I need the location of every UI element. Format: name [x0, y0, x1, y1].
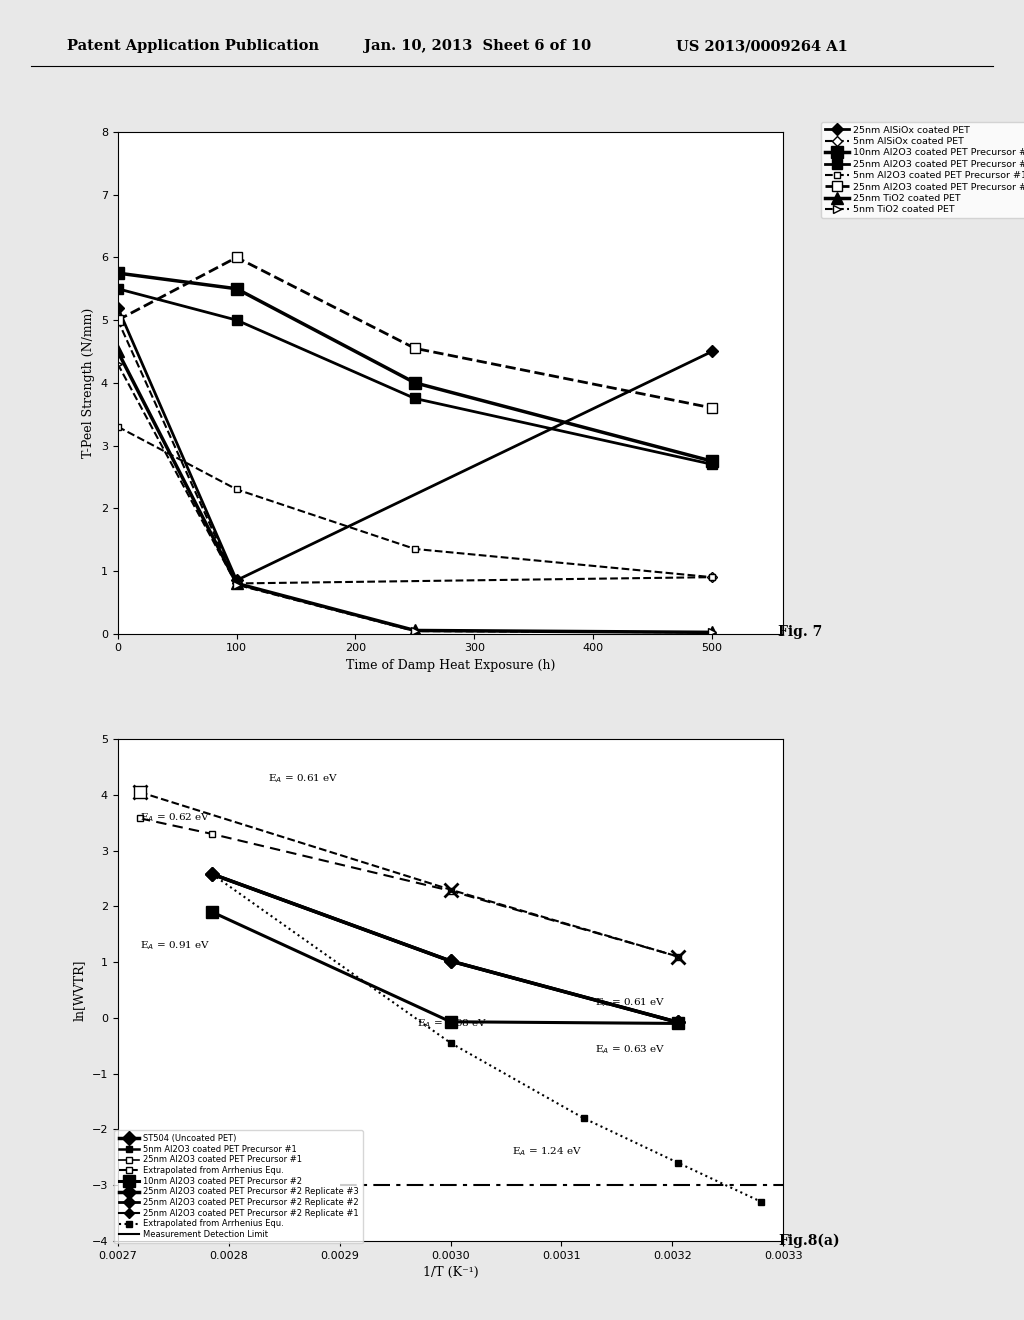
Measurement Detection Limit — [334, 1177, 346, 1193]
Line: 25nm Al2O3 coated PET Precursor #1: 25nm Al2O3 coated PET Precursor #1 — [113, 252, 717, 413]
Line: 25nm TiO2 coated PET: 25nm TiO2 coated PET — [113, 346, 718, 638]
25nm Al2O3 coated PET Precursor #1 — [444, 953, 457, 969]
Extrapolated from Arrhenius Equ. (P2) — [755, 1193, 767, 1209]
25nm Al2O3 coated PET Precursor #2 Replicate #1 — [672, 1014, 684, 1030]
Text: Fig. 7: Fig. 7 — [778, 626, 822, 639]
Extrapolated from Arrhenius Equ. (P2) — [672, 1155, 684, 1171]
Extrapolated from Arrhenius Equ. (P2) — [444, 1035, 457, 1051]
Line: 5nm Al2O3 coated PET Precursor #1: 5nm Al2O3 coated PET Precursor #1 — [209, 871, 681, 1026]
25nm Al2O3 coated PET Precursor #2 Replicate #3 — [672, 1014, 684, 1030]
25nm TiO2 coated PET — [230, 576, 243, 591]
Extrapolated from Arrhenius Equ. (P2) — [206, 866, 218, 882]
Extrapolated from Arrhenius Equ. (P1) — [672, 949, 684, 965]
Line: 10nm Al2O3 coated PET Precursor #2: 10nm Al2O3 coated PET Precursor #2 — [113, 268, 718, 467]
5nm Al2O3 coated PET Precursor #1 — [409, 541, 421, 557]
Legend: 25nm AlSiOx coated PET, 5nm AlSiOx coated PET, 10nm Al2O3 coated PET Precursor #: 25nm AlSiOx coated PET, 5nm AlSiOx coate… — [821, 121, 1024, 218]
5nm Al2O3 coated PET Precursor #1 — [672, 1014, 684, 1030]
5nm Al2O3 coated PET Precursor #1 — [206, 866, 218, 882]
Text: E$_A$ = 0.61 eV: E$_A$ = 0.61 eV — [267, 772, 338, 785]
25nm Al2O3 coated PET Precursor #1 — [706, 400, 718, 416]
10nm Al2O3 coated PET Precursor #2 — [112, 265, 124, 281]
Line: 25nm Al2O3 coated PET Precursor #2 Replicate #2: 25nm Al2O3 coated PET Precursor #2 Repli… — [208, 870, 682, 1027]
25nm TiO2 coated PET — [706, 624, 718, 640]
Line: Extrapolated from Arrhenius Equ. (P1): Extrapolated from Arrhenius Equ. (P1) — [136, 814, 681, 960]
X-axis label: Time of Damp Heat Exposure (h): Time of Damp Heat Exposure (h) — [346, 659, 555, 672]
Text: Fig.8(a): Fig.8(a) — [778, 1233, 840, 1247]
Extrapolated from Arrhenius Equ. (P1) — [206, 826, 218, 842]
Line: 5nm AlSiOx coated PET: 5nm AlSiOx coated PET — [115, 317, 716, 587]
Line: 25nm Al2O3 coated PET Precursor #2 Replicate #1: 25nm Al2O3 coated PET Precursor #2 Repli… — [209, 871, 681, 1026]
10nm Al2O3 coated PET Precursor #2 — [206, 904, 218, 920]
Y-axis label: ln[WVTR]: ln[WVTR] — [73, 960, 86, 1020]
Text: E$_A$ = 0.63 eV: E$_A$ = 0.63 eV — [595, 1043, 666, 1056]
10nm Al2O3 coated PET Precursor #2 — [409, 375, 421, 391]
5nm Al2O3 coated PET Precursor #1 — [112, 418, 124, 434]
25nm TiO2 coated PET — [409, 623, 421, 639]
25nm Al2O3 coated PET Precursor #1 — [206, 866, 218, 882]
25nm Al2O3 coated PET Precursor #2 Replicate #2 — [672, 1014, 684, 1030]
Line: 10nm Al2O3 coated PET Precursor #2: 10nm Al2O3 coated PET Precursor #2 — [207, 907, 684, 1030]
Text: Patent Application Publication: Patent Application Publication — [67, 40, 318, 53]
25nm Al2O3 coated PET Precursor #1 — [112, 313, 124, 329]
25nm Al2O3 coated PET Precursor #2 Replicate #2 — [206, 866, 218, 882]
Text: Jan. 10, 2013  Sheet 6 of 10: Jan. 10, 2013 Sheet 6 of 10 — [364, 40, 591, 53]
ST504 (Uncoated PET) — [444, 953, 457, 969]
Line: 5nm Al2O3 coated PET Precursor #1: 5nm Al2O3 coated PET Precursor #1 — [115, 424, 716, 581]
25nm Al2O3 coated PET Precursor #2 — [230, 313, 243, 329]
25nm Al2O3 coated PET Precursor #2 — [112, 281, 124, 297]
Text: E$_A$ = 0.91 eV: E$_A$ = 0.91 eV — [140, 940, 210, 952]
25nm TiO2 coated PET — [112, 343, 124, 359]
10nm Al2O3 coated PET Precursor #2 — [706, 453, 718, 469]
X-axis label: 1/T (K⁻¹): 1/T (K⁻¹) — [423, 1266, 478, 1279]
ST504 (Uncoated PET) — [672, 1014, 684, 1030]
10nm Al2O3 coated PET Precursor #2 — [672, 1015, 684, 1031]
Text: E$_A$ = 1.24 eV: E$_A$ = 1.24 eV — [512, 1146, 582, 1158]
5nm AlSiOx coated PET — [706, 569, 718, 585]
Text: E$_A$ = 0.61 eV: E$_A$ = 0.61 eV — [595, 997, 666, 1010]
5nm AlSiOx coated PET — [112, 313, 124, 329]
25nm Al2O3 coated PET Precursor #1 — [672, 1014, 684, 1030]
5nm TiO2 coated PET — [706, 624, 718, 640]
5nm AlSiOx coated PET — [230, 576, 243, 591]
10nm Al2O3 coated PET Precursor #2 — [230, 281, 243, 297]
25nm Al2O3 coated PET Precursor #2 — [409, 391, 421, 407]
5nm TiO2 coated PET — [112, 356, 124, 372]
Line: 25nm AlSiOx coated PET: 25nm AlSiOx coated PET — [114, 304, 716, 585]
5nm TiO2 coated PET — [409, 623, 421, 639]
25nm Al2O3 coated PET Precursor #2 Replicate #3 — [206, 866, 218, 882]
Text: E$_A$ = 0.62 eV: E$_A$ = 0.62 eV — [140, 810, 210, 824]
Line: 25nm Al2O3 coated PET Precursor #2 Replicate #3: 25nm Al2O3 coated PET Precursor #2 Repli… — [207, 869, 683, 1027]
Legend: ST504 (Uncoated PET), 5nm Al2O3 coated PET Precursor #1, 25nm Al2O3 coated PET P: ST504 (Uncoated PET), 5nm Al2O3 coated P… — [115, 1130, 362, 1243]
25nm Al2O3 coated PET Precursor #1 — [230, 249, 243, 265]
ST504 (Uncoated PET) — [206, 866, 218, 882]
Line: ST504 (Uncoated PET): ST504 (Uncoated PET) — [207, 869, 683, 1027]
5nm TiO2 coated PET — [230, 577, 243, 593]
25nm Al2O3 coated PET Precursor #1 — [409, 341, 421, 356]
25nm Al2O3 coated PET Precursor #2 — [706, 457, 718, 473]
5nm Al2O3 coated PET Precursor #1 — [444, 953, 457, 969]
25nm Al2O3 coated PET Precursor #2 Replicate #1 — [444, 953, 457, 969]
Extrapolated from Arrhenius Equ. (P1) — [444, 883, 457, 899]
Line: 25nm Al2O3 coated PET Precursor #2: 25nm Al2O3 coated PET Precursor #2 — [113, 284, 717, 469]
25nm Al2O3 coated PET Precursor #2 Replicate #3 — [444, 953, 457, 969]
Extrapolated from Arrhenius Equ. (P2) — [578, 1110, 590, 1126]
Measurement Detection Limit — [777, 1177, 790, 1193]
Text: E$_A$ = 1.08 eV: E$_A$ = 1.08 eV — [418, 1018, 487, 1030]
25nm AlSiOx coated PET — [706, 343, 718, 359]
Line: 25nm Al2O3 coated PET Precursor #1: 25nm Al2O3 coated PET Precursor #1 — [209, 871, 681, 1026]
25nm Al2O3 coated PET Precursor #2 Replicate #2 — [444, 953, 457, 969]
10nm Al2O3 coated PET Precursor #2 — [444, 1014, 457, 1030]
Line: Extrapolated from Arrhenius Equ. (P2): Extrapolated from Arrhenius Equ. (P2) — [209, 871, 765, 1205]
Text: US 2013/0009264 A1: US 2013/0009264 A1 — [676, 40, 848, 53]
Line: 5nm TiO2 coated PET: 5nm TiO2 coated PET — [114, 360, 716, 636]
5nm Al2O3 coated PET Precursor #1 — [230, 482, 243, 498]
25nm AlSiOx coated PET — [112, 300, 124, 315]
25nm Al2O3 coated PET Precursor #2 Replicate #1 — [206, 866, 218, 882]
Extrapolated from Arrhenius Equ. (P1) — [134, 810, 146, 826]
5nm Al2O3 coated PET Precursor #1 — [706, 569, 718, 585]
Y-axis label: T-Peel Strength (N/mm): T-Peel Strength (N/mm) — [82, 308, 95, 458]
25nm AlSiOx coated PET — [230, 573, 243, 589]
